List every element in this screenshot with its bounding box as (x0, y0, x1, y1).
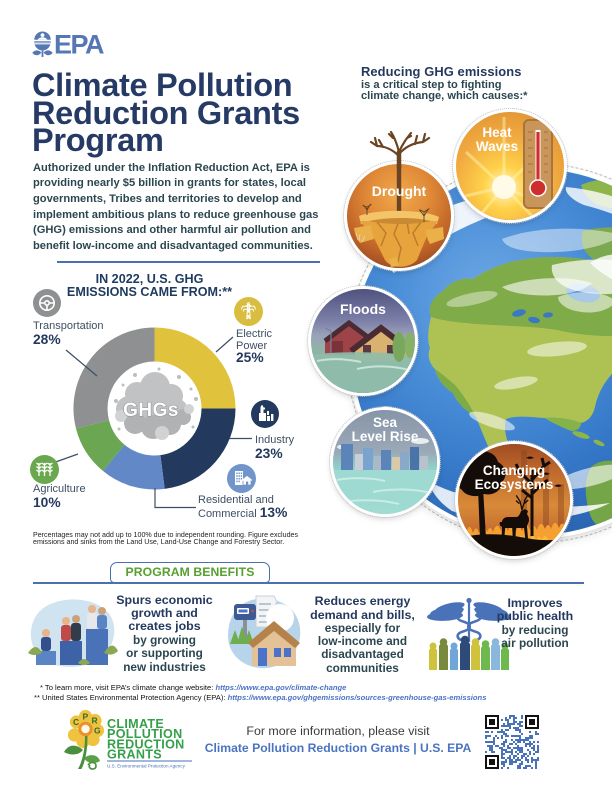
svg-text:U.S. Environmental Protection: U.S. Environmental Protection Agency (107, 764, 186, 769)
svg-text:P: P (83, 712, 89, 722)
svg-text:REDUCTION: REDUCTION (107, 737, 185, 751)
svg-text:GHGs: GHGs (123, 400, 179, 421)
svg-text:G: G (94, 726, 101, 736)
svg-text:EPA: EPA (54, 31, 104, 57)
svg-text:GRANTS: GRANTS (107, 748, 162, 762)
svg-text:R: R (92, 716, 98, 726)
svg-text:CLIMATE: CLIMATE (107, 717, 164, 731)
svg-text:C: C (73, 717, 79, 727)
svg-text:POLLUTION: POLLUTION (107, 727, 182, 741)
